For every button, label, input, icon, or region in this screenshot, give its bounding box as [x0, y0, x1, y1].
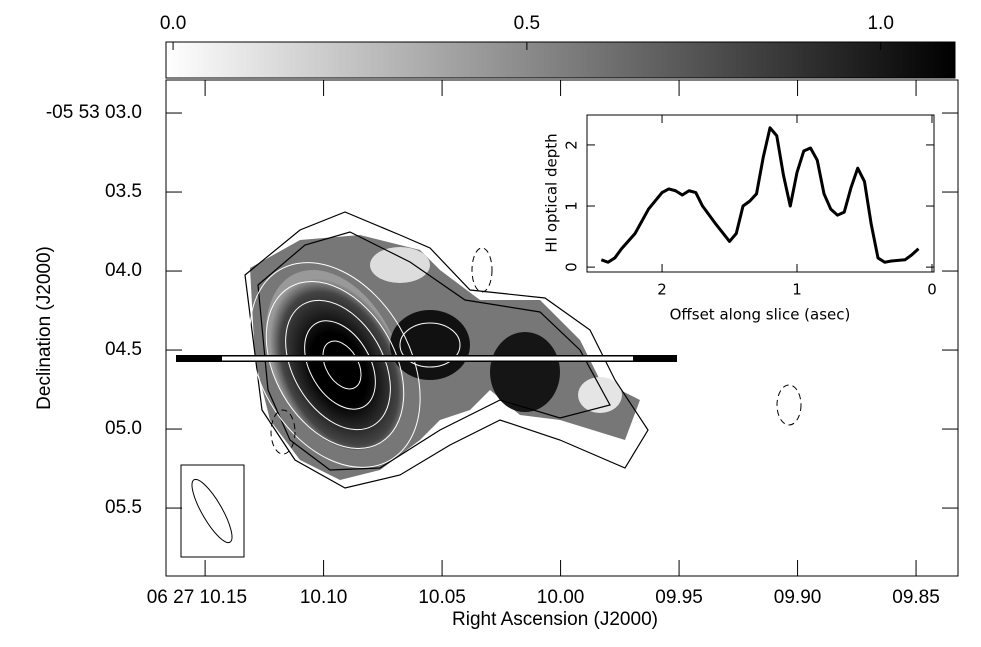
x-tick-label: 09.90 — [774, 587, 822, 608]
y-tick-label: 05.5 — [105, 497, 142, 518]
y-tick-label: 2 — [563, 140, 581, 150]
contours — [244, 211, 802, 489]
inset-plot: 2 1 0 0 1 2 — [563, 115, 937, 299]
x-tick-label: 1 — [792, 281, 802, 299]
slice — [176, 355, 677, 362]
colorbar-tick-label: 0.0 — [160, 13, 186, 34]
x-tick-label: 10.05 — [418, 587, 466, 608]
contour — [265, 280, 405, 450]
contour — [776, 384, 802, 426]
contour — [244, 211, 649, 489]
inset-frame — [586, 114, 935, 273]
absorption-core — [390, 310, 470, 380]
beam-ellipse — [191, 478, 233, 544]
y-tick-label: 04.5 — [105, 339, 142, 360]
contour — [285, 299, 391, 431]
x-tick-label: 09.85 — [892, 587, 940, 608]
y-tick-label: 0 — [563, 262, 581, 272]
x-tick-label: 09.95 — [655, 587, 703, 608]
contour — [249, 262, 421, 468]
contour — [304, 320, 376, 410]
inset-x-title: Offset along slice (asec) — [670, 306, 851, 324]
x-tick-label: 10.10 — [300, 587, 348, 608]
contour — [257, 231, 611, 471]
y-tick-label: 03.5 — [105, 181, 142, 202]
contour — [399, 322, 461, 368]
weak-region — [370, 247, 430, 283]
y-tick-label: -05 53 03.0 — [46, 102, 142, 123]
x-tick-label: 10.00 — [537, 587, 585, 608]
contour — [270, 409, 296, 455]
beam — [180, 464, 245, 558]
weak-region — [578, 377, 622, 413]
colorbar — [165, 41, 956, 79]
y-tick-label: 04.0 — [105, 260, 142, 281]
x-tick-label: 06 27 10.15 — [147, 587, 247, 608]
absorption-core — [490, 332, 560, 412]
x-tick-label: 2 — [657, 281, 667, 299]
beam-box — [180, 464, 245, 558]
plot-frame — [165, 79, 959, 577]
colorbar-tick-label: 0.5 — [514, 13, 540, 34]
contour — [471, 247, 493, 293]
axes: 06 27 10.15 10.10 10.05 10.00 09.95 09.90 09.8… — [46, 13, 958, 608]
line-series — [600, 126, 920, 264]
inset-y-title: HI optical depth — [543, 133, 561, 252]
y-axis-title: Declination (J2000) — [34, 246, 55, 410]
colorbar-tick-label: 1.0 — [867, 13, 893, 34]
inset: 2 1 0 0 1 2 Offset along slice (asec) HI opti… — [543, 114, 937, 324]
y-tick-label: 1 — [563, 201, 581, 211]
y-tick-label: 05.0 — [105, 418, 142, 439]
x-axis-title: Right Ascension (J2000) — [452, 609, 658, 630]
slice-line — [222, 356, 633, 361]
x-tick-label: 0 — [927, 281, 937, 299]
